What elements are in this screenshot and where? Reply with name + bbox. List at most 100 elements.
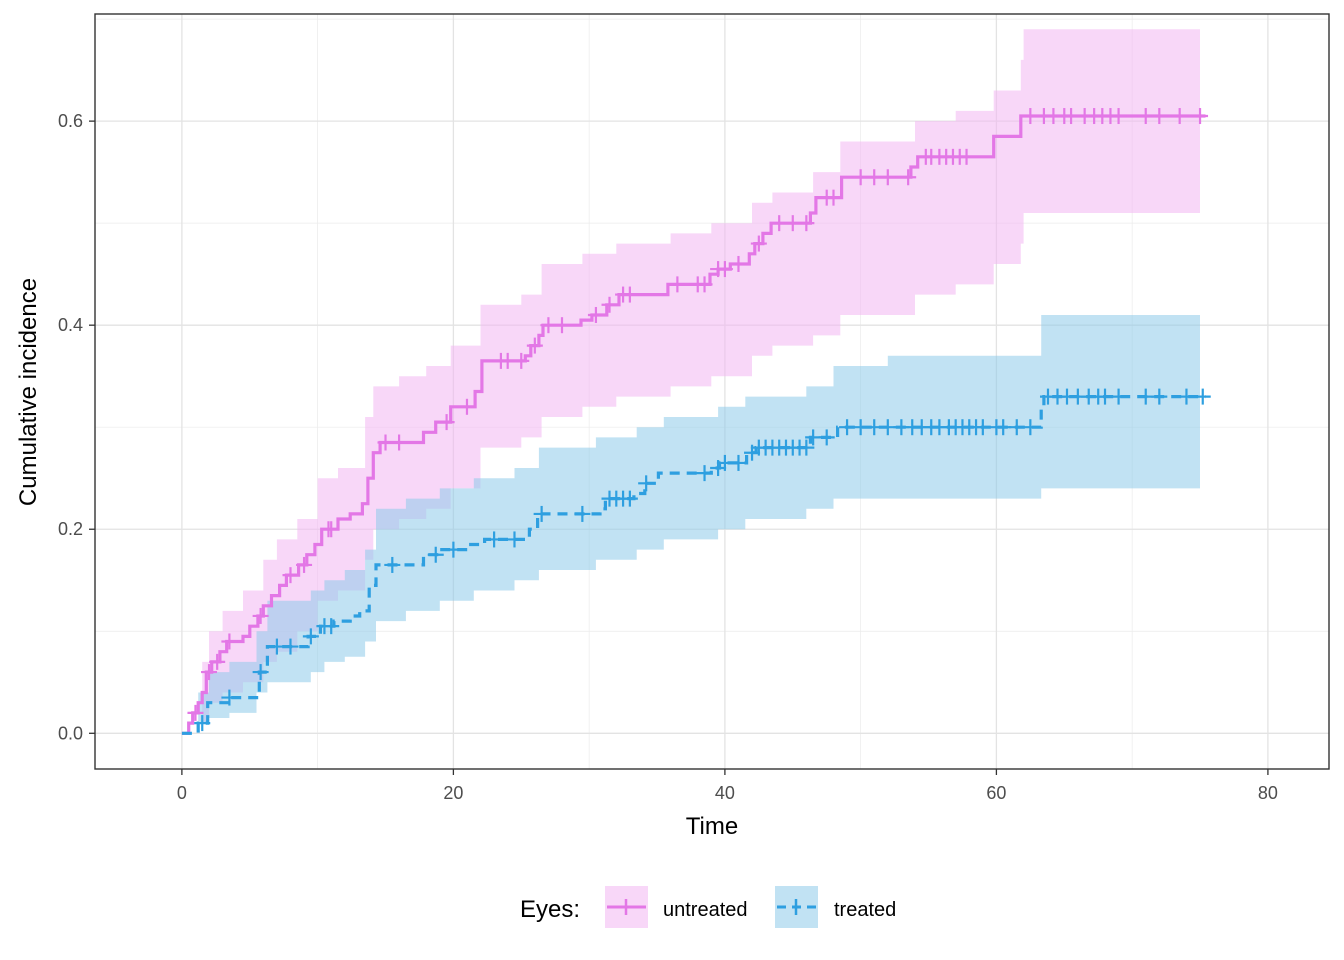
censor-mark-treated <box>282 638 299 655</box>
censor-mark-untreated <box>771 215 788 232</box>
censor-mark-treated <box>384 556 401 573</box>
legend-key-untreated <box>605 886 648 928</box>
censor-mark-untreated <box>1137 108 1154 125</box>
censor-mark-untreated <box>958 148 975 165</box>
censor-mark-untreated <box>669 276 686 293</box>
x-axis-title: Time <box>686 813 738 840</box>
censor-mark-treated <box>445 541 462 558</box>
x-axis-ticks: 0 20 40 60 80 <box>177 769 1278 803</box>
confidence-bands <box>181 29 1200 734</box>
confidence-band-untreated <box>181 29 1200 734</box>
censor-mark-treated <box>1151 388 1168 405</box>
censor-mark-untreated <box>526 337 543 354</box>
y-tick-label: 0.0 <box>58 723 83 743</box>
censor-mark-untreated <box>1171 108 1188 125</box>
censor-mark-untreated <box>852 169 869 186</box>
censor-mark-treated <box>302 628 319 645</box>
censor-mark-treated <box>839 419 856 436</box>
censor-marks <box>187 108 1211 732</box>
censor-mark-treated <box>716 454 733 471</box>
censor-mark-untreated <box>377 434 394 451</box>
censor-mark-untreated <box>201 664 218 681</box>
x-tick-label: 40 <box>715 783 735 803</box>
censor-mark-treated <box>696 465 713 482</box>
censor-mark-treated <box>730 454 747 471</box>
censor-mark-untreated <box>784 215 801 232</box>
censor-mark-treated <box>506 531 523 548</box>
y-tick-label: 0.4 <box>58 315 83 335</box>
censor-mark-untreated <box>209 653 226 670</box>
censor-mark-treated <box>798 439 815 456</box>
legend-label-untreated: untreated <box>663 899 748 921</box>
censor-mark-treated <box>194 715 211 732</box>
censor-mark-untreated <box>879 169 896 186</box>
censor-mark-untreated <box>513 352 530 369</box>
censor-mark-untreated <box>1110 108 1127 125</box>
censor-mark-untreated <box>866 169 883 186</box>
censor-mark-treated <box>852 419 869 436</box>
legend-label-treated: treated <box>834 899 896 921</box>
censor-mark-untreated <box>540 317 557 334</box>
censor-mark-untreated <box>252 607 269 624</box>
censor-mark-untreated <box>798 215 815 232</box>
censor-mark-treated <box>995 419 1012 436</box>
censor-mark-untreated <box>900 169 917 186</box>
censor-mark-untreated <box>553 317 570 334</box>
censor-mark-untreated <box>621 286 638 303</box>
censor-mark-untreated <box>730 255 747 272</box>
x-tick-label: 0 <box>177 783 187 803</box>
censor-mark-treated <box>1097 388 1114 405</box>
censor-mark-untreated <box>499 352 516 369</box>
censor-mark-untreated <box>750 235 767 252</box>
censor-mark-treated <box>486 531 503 548</box>
censor-mark-untreated <box>1151 108 1168 125</box>
censor-mark-treated <box>1022 419 1039 436</box>
censor-mark-treated <box>1194 388 1211 405</box>
censor-mark-untreated <box>601 296 618 313</box>
censor-mark-treated <box>805 429 822 446</box>
censor-mark-treated <box>221 689 238 706</box>
censor-mark-untreated <box>825 189 842 206</box>
censor-mark-treated <box>427 546 444 563</box>
censor-mark-treated <box>818 429 835 446</box>
censor-mark-treated <box>323 618 340 635</box>
censor-mark-treated <box>1137 388 1154 405</box>
censor-mark-untreated <box>187 704 204 721</box>
censor-mark-treated <box>533 505 550 522</box>
censor-mark-treated <box>1178 388 1195 405</box>
censor-mark-untreated <box>438 414 455 431</box>
censor-mark-treated <box>638 475 655 492</box>
confidence-band-treated <box>181 315 1200 734</box>
legend-key-treated <box>775 886 818 928</box>
censor-mark-untreated <box>323 521 340 538</box>
y-tick-label: 0.2 <box>58 519 83 539</box>
censor-mark-untreated <box>221 633 238 650</box>
legend-title: Eyes: <box>520 896 580 923</box>
censor-mark-treated <box>974 419 991 436</box>
censor-mark-untreated <box>696 276 713 293</box>
x-tick-label: 60 <box>986 783 1006 803</box>
censor-mark-treated <box>252 664 269 681</box>
series-line-untreated <box>181 114 1206 735</box>
censor-mark-untreated <box>716 261 733 278</box>
censor-mark-treated <box>574 505 591 522</box>
censor-mark-untreated <box>1063 108 1080 125</box>
y-tick-label: 0.6 <box>58 111 83 131</box>
censor-mark-untreated <box>587 306 604 323</box>
censor-mark-untreated <box>1022 108 1039 125</box>
censor-mark-treated <box>879 419 896 436</box>
censor-mark-untreated <box>458 398 475 415</box>
censor-mark-untreated <box>391 434 408 451</box>
x-tick-label: 80 <box>1258 783 1278 803</box>
y-axis-ticks: 0.0 0.2 0.4 0.6 <box>58 111 95 743</box>
censor-mark-treated <box>866 419 883 436</box>
censor-mark-untreated <box>282 567 299 584</box>
x-tick-label: 20 <box>443 783 463 803</box>
y-axis-title: Cumulative incidence <box>15 278 42 506</box>
censor-mark-untreated <box>1192 108 1209 125</box>
censor-mark-untreated <box>296 556 313 573</box>
panel-border <box>94 13 1330 770</box>
censor-mark-treated <box>1110 388 1127 405</box>
censor-mark-treated <box>268 638 285 655</box>
